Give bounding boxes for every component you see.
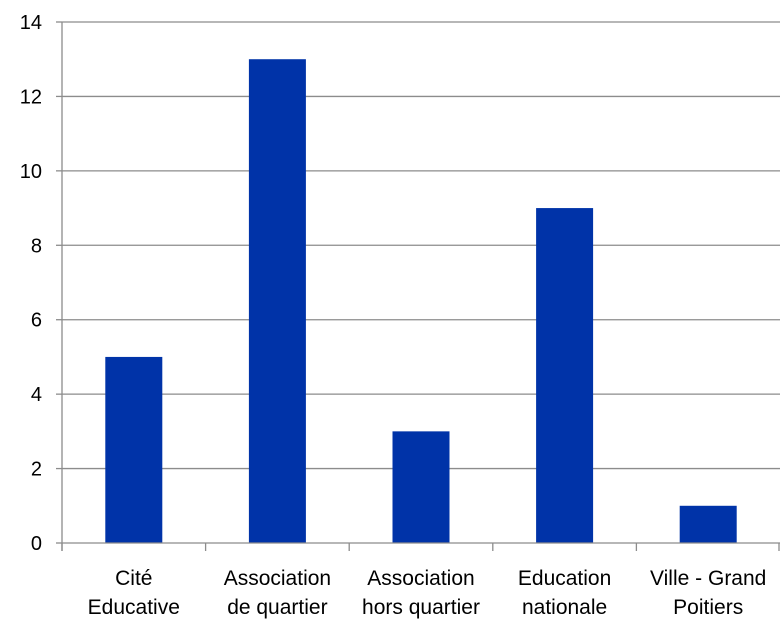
x-category-label: Cité Educative: [88, 567, 180, 619]
x-category-label-line: Association: [367, 567, 474, 590]
gridlines: [62, 22, 780, 469]
y-tick-label: 6: [31, 310, 42, 332]
x-category-label-line: Educative: [88, 596, 180, 619]
y-tick-label: 2: [31, 459, 42, 481]
x-category-label-line: Cité: [115, 567, 152, 590]
bar: [536, 208, 593, 543]
bar: [393, 431, 450, 543]
y-tick-label: 0: [31, 533, 42, 555]
x-category-label: Association hors quartier: [362, 567, 480, 619]
x-category-label: Ville - Grand Poitiers: [650, 567, 766, 619]
x-category-label-line: Poitiers: [673, 596, 743, 619]
x-category-label-line: nationale: [522, 596, 607, 619]
x-category-label-line: de quartier: [227, 596, 327, 619]
x-category-label: Association de quartier: [224, 567, 331, 619]
x-category-label-line: hors quartier: [362, 596, 480, 619]
bars: [105, 59, 736, 543]
y-tick-label: 8: [31, 235, 42, 257]
y-tick-label: 14: [20, 12, 42, 34]
y-tick-label: 12: [20, 86, 42, 108]
x-category-label-line: Association: [224, 567, 331, 590]
x-category-label: Education nationale: [518, 567, 611, 619]
bar: [249, 59, 306, 543]
y-axis-tick-labels: 0 2 4 6 8 10 12 14: [20, 12, 42, 555]
bar: [105, 357, 162, 543]
bar: [680, 506, 737, 543]
x-category-label-line: Ville - Grand: [650, 567, 766, 590]
x-category-label-line: Education: [518, 567, 611, 590]
y-tick-label: 4: [31, 384, 42, 406]
y-tick-label: 10: [20, 161, 42, 183]
